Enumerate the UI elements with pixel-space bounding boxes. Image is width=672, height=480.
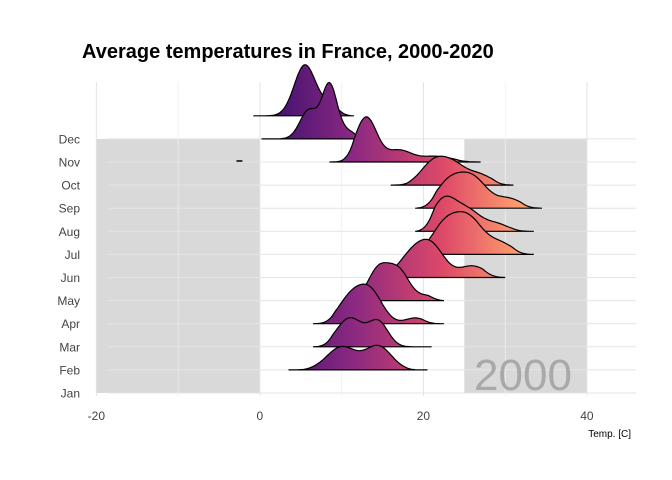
month-label-may: May xyxy=(57,294,80,308)
month-label-apr: Apr xyxy=(61,317,80,331)
ridge-mar xyxy=(312,317,432,348)
year-label: 2000 xyxy=(474,351,572,400)
month-label-jul: Jul xyxy=(65,248,80,262)
month-label-jan: Jan xyxy=(61,387,80,401)
month-label-dec: Dec xyxy=(59,132,80,146)
month-label-nov: Nov xyxy=(59,156,80,170)
month-label-feb: Feb xyxy=(59,363,80,377)
month-label-mar: Mar xyxy=(59,340,80,354)
axis-labels: Jan Feb Mar Apr May Jun Jul Aug Sep Oct Nov Dec -20 0… xyxy=(57,132,594,423)
x-tick-label: 40 xyxy=(580,409,594,423)
x-tick-label: -20 xyxy=(88,409,106,423)
ridge-nov xyxy=(329,116,481,163)
ridge-apr xyxy=(313,283,444,325)
ridge-oct xyxy=(390,155,514,186)
ridges xyxy=(236,64,542,371)
month-label-jun: Jun xyxy=(61,271,80,285)
month-label-sep: Sep xyxy=(59,202,81,216)
x-axis-title: Temp. [C] xyxy=(588,429,631,440)
chart-title: Average temperatures in France, 2000-202… xyxy=(82,41,494,63)
x-tick-label: 20 xyxy=(417,409,431,423)
ridge-feb xyxy=(288,344,428,371)
month-label-aug: Aug xyxy=(59,225,80,239)
x-tick-label: 0 xyxy=(257,409,264,423)
ridge-dec xyxy=(261,81,371,140)
month-label-oct: Oct xyxy=(61,179,80,193)
